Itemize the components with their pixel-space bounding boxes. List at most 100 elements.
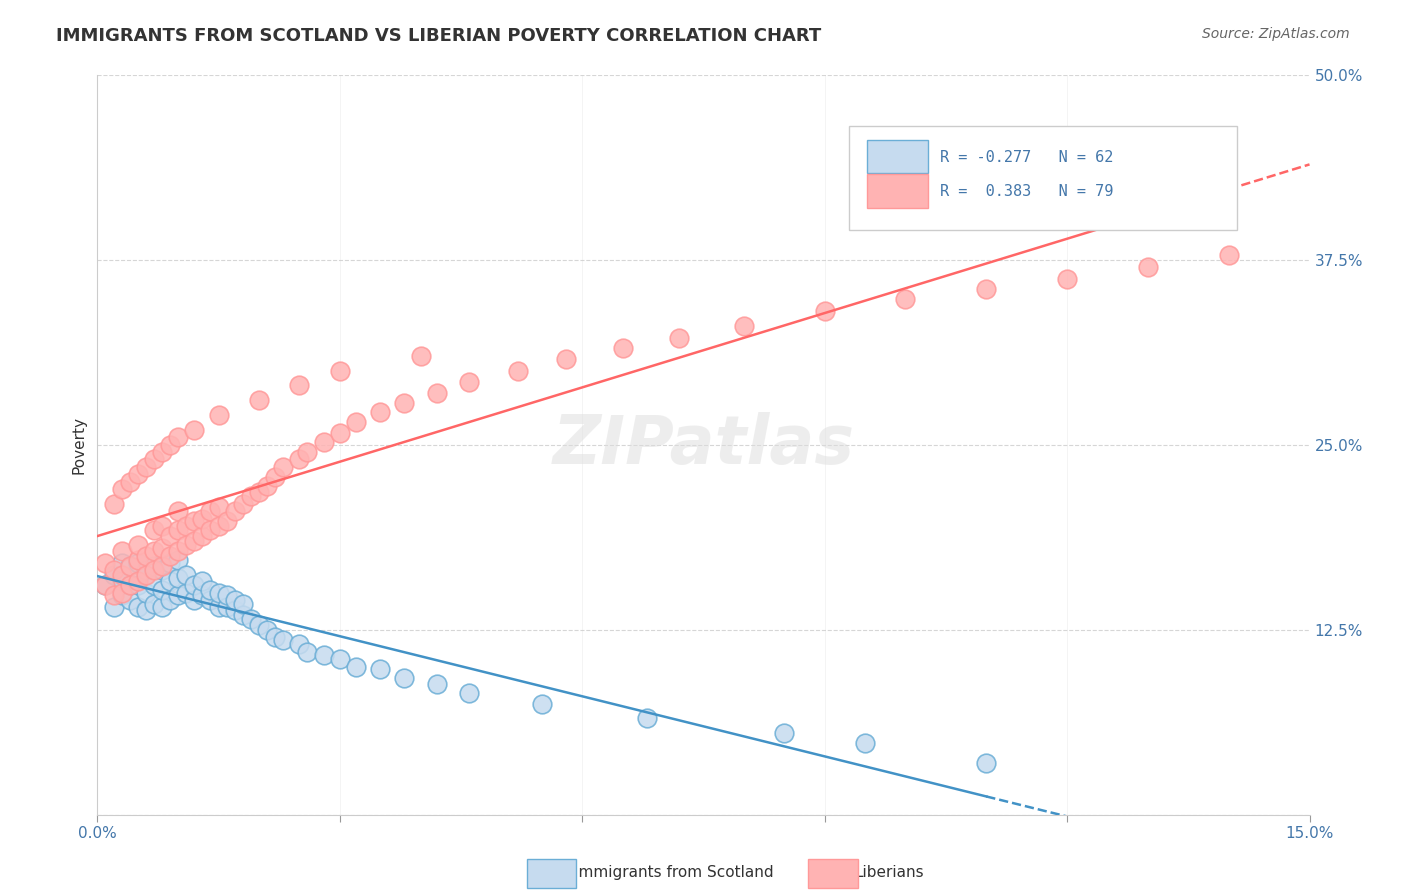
- Point: [118, 578, 141, 592]
- Point: [110, 589, 132, 603]
- Point: [159, 437, 181, 451]
- Point: [150, 519, 173, 533]
- Point: [458, 686, 481, 700]
- Point: [668, 331, 690, 345]
- Point: [271, 632, 294, 647]
- Point: [271, 459, 294, 474]
- Point: [733, 319, 755, 334]
- Point: [344, 659, 367, 673]
- Point: [142, 558, 165, 573]
- Point: [239, 612, 262, 626]
- Point: [506, 363, 529, 377]
- Point: [150, 600, 173, 615]
- Point: [200, 524, 222, 538]
- Point: [142, 578, 165, 592]
- Point: [135, 459, 157, 474]
- Point: [142, 544, 165, 558]
- Point: [394, 396, 416, 410]
- Point: [394, 671, 416, 685]
- Point: [118, 558, 141, 573]
- Point: [974, 282, 997, 296]
- Point: [94, 578, 117, 592]
- Point: [142, 452, 165, 467]
- Point: [200, 582, 222, 597]
- Text: ZIPatlas: ZIPatlas: [553, 411, 855, 477]
- Point: [264, 630, 287, 644]
- Point: [167, 571, 190, 585]
- Point: [329, 425, 352, 440]
- Point: [974, 756, 997, 770]
- Point: [110, 556, 132, 570]
- Point: [894, 293, 917, 307]
- Point: [118, 578, 141, 592]
- Point: [167, 553, 190, 567]
- Point: [636, 711, 658, 725]
- Point: [288, 452, 311, 467]
- Point: [150, 541, 173, 555]
- Point: [167, 430, 190, 444]
- Point: [118, 593, 141, 607]
- Point: [183, 423, 205, 437]
- Point: [159, 529, 181, 543]
- Point: [555, 351, 578, 366]
- Point: [368, 405, 391, 419]
- Point: [159, 556, 181, 570]
- Point: [853, 736, 876, 750]
- Point: [110, 544, 132, 558]
- Point: [183, 533, 205, 548]
- Point: [232, 607, 254, 622]
- Point: [135, 567, 157, 582]
- Point: [207, 408, 229, 422]
- Point: [127, 600, 149, 615]
- Point: [215, 589, 238, 603]
- Text: Liberians: Liberians: [855, 865, 925, 880]
- Point: [1136, 260, 1159, 274]
- FancyBboxPatch shape: [868, 140, 928, 173]
- Point: [174, 585, 197, 599]
- Point: [215, 600, 238, 615]
- Point: [127, 553, 149, 567]
- Text: IMMIGRANTS FROM SCOTLAND VS LIBERIAN POVERTY CORRELATION CHART: IMMIGRANTS FROM SCOTLAND VS LIBERIAN POV…: [56, 27, 821, 45]
- Point: [150, 445, 173, 459]
- Point: [207, 519, 229, 533]
- Point: [142, 598, 165, 612]
- Point: [426, 385, 449, 400]
- Point: [288, 378, 311, 392]
- Point: [344, 415, 367, 429]
- Text: R = -0.277   N = 62: R = -0.277 N = 62: [939, 150, 1114, 165]
- Point: [191, 511, 214, 525]
- Point: [167, 504, 190, 518]
- Point: [200, 504, 222, 518]
- Point: [135, 603, 157, 617]
- Point: [135, 585, 157, 599]
- Point: [297, 445, 319, 459]
- Point: [368, 663, 391, 677]
- Point: [127, 538, 149, 552]
- Point: [110, 482, 132, 496]
- Point: [103, 600, 125, 615]
- Point: [127, 574, 149, 588]
- Point: [135, 549, 157, 563]
- Point: [191, 574, 214, 588]
- Point: [207, 600, 229, 615]
- Point: [174, 538, 197, 552]
- Point: [167, 544, 190, 558]
- Point: [183, 515, 205, 529]
- Point: [426, 677, 449, 691]
- Point: [103, 563, 125, 577]
- Point: [174, 567, 197, 582]
- FancyBboxPatch shape: [868, 175, 928, 208]
- Point: [288, 637, 311, 651]
- Point: [94, 578, 117, 592]
- Point: [183, 578, 205, 592]
- Point: [239, 489, 262, 503]
- Point: [207, 500, 229, 514]
- Point: [159, 574, 181, 588]
- Point: [247, 618, 270, 632]
- Y-axis label: Poverty: Poverty: [72, 416, 86, 474]
- Point: [232, 598, 254, 612]
- Point: [1056, 272, 1078, 286]
- Point: [191, 529, 214, 543]
- Point: [191, 589, 214, 603]
- Point: [110, 585, 132, 599]
